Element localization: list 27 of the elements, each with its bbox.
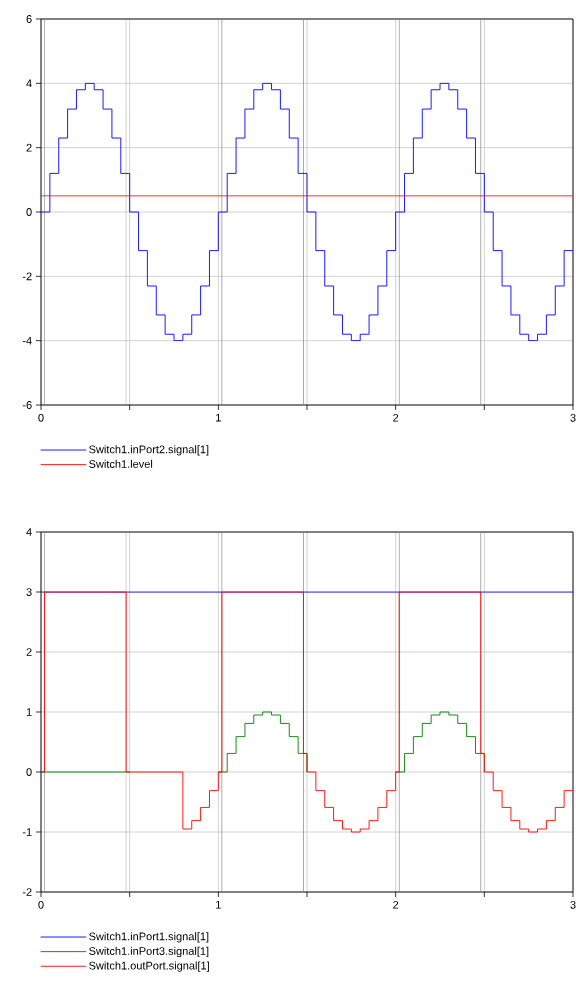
x-tick-label: 0	[38, 413, 44, 422]
x-tick-label: 2	[393, 900, 399, 909]
y-tick-label: 0	[26, 768, 32, 776]
y-tick-label: -2	[22, 272, 32, 281]
x-tick-label: 1	[216, 413, 221, 422]
x-tick-label: 2	[393, 413, 399, 422]
y-tick-label: -1	[22, 828, 32, 836]
legend-label: Switch1.outPort.signal[1]	[89, 961, 209, 972]
y-tick-label: 2	[26, 143, 32, 152]
legend-label: Switch1.level	[89, 459, 153, 468]
y-tick-label: -6	[22, 401, 32, 409]
y-tick-label: 4	[26, 79, 32, 88]
y-tick-label: 6	[26, 15, 32, 23]
legend-label: Switch1.inPort1.signal[1]	[89, 932, 209, 943]
y-tick-label: 4	[26, 528, 32, 536]
y-tick-label: -2	[22, 888, 32, 896]
x-tick-label: 1	[216, 900, 221, 909]
y-tick-label: -4	[22, 336, 32, 345]
x-tick-label: 3	[570, 413, 576, 422]
x-tick-label: 3	[570, 900, 576, 909]
x-tick-label: 0	[38, 900, 44, 909]
y-tick-label: 0	[26, 208, 32, 216]
legend-label: Switch1.inPort2.signal[1]	[89, 445, 209, 456]
y-tick-label: 1	[26, 708, 32, 716]
legend-label: Switch1.inPort3.signal[1]	[89, 946, 209, 958]
y-tick-label: 3	[26, 588, 32, 596]
y-tick-label: 2	[26, 648, 32, 656]
